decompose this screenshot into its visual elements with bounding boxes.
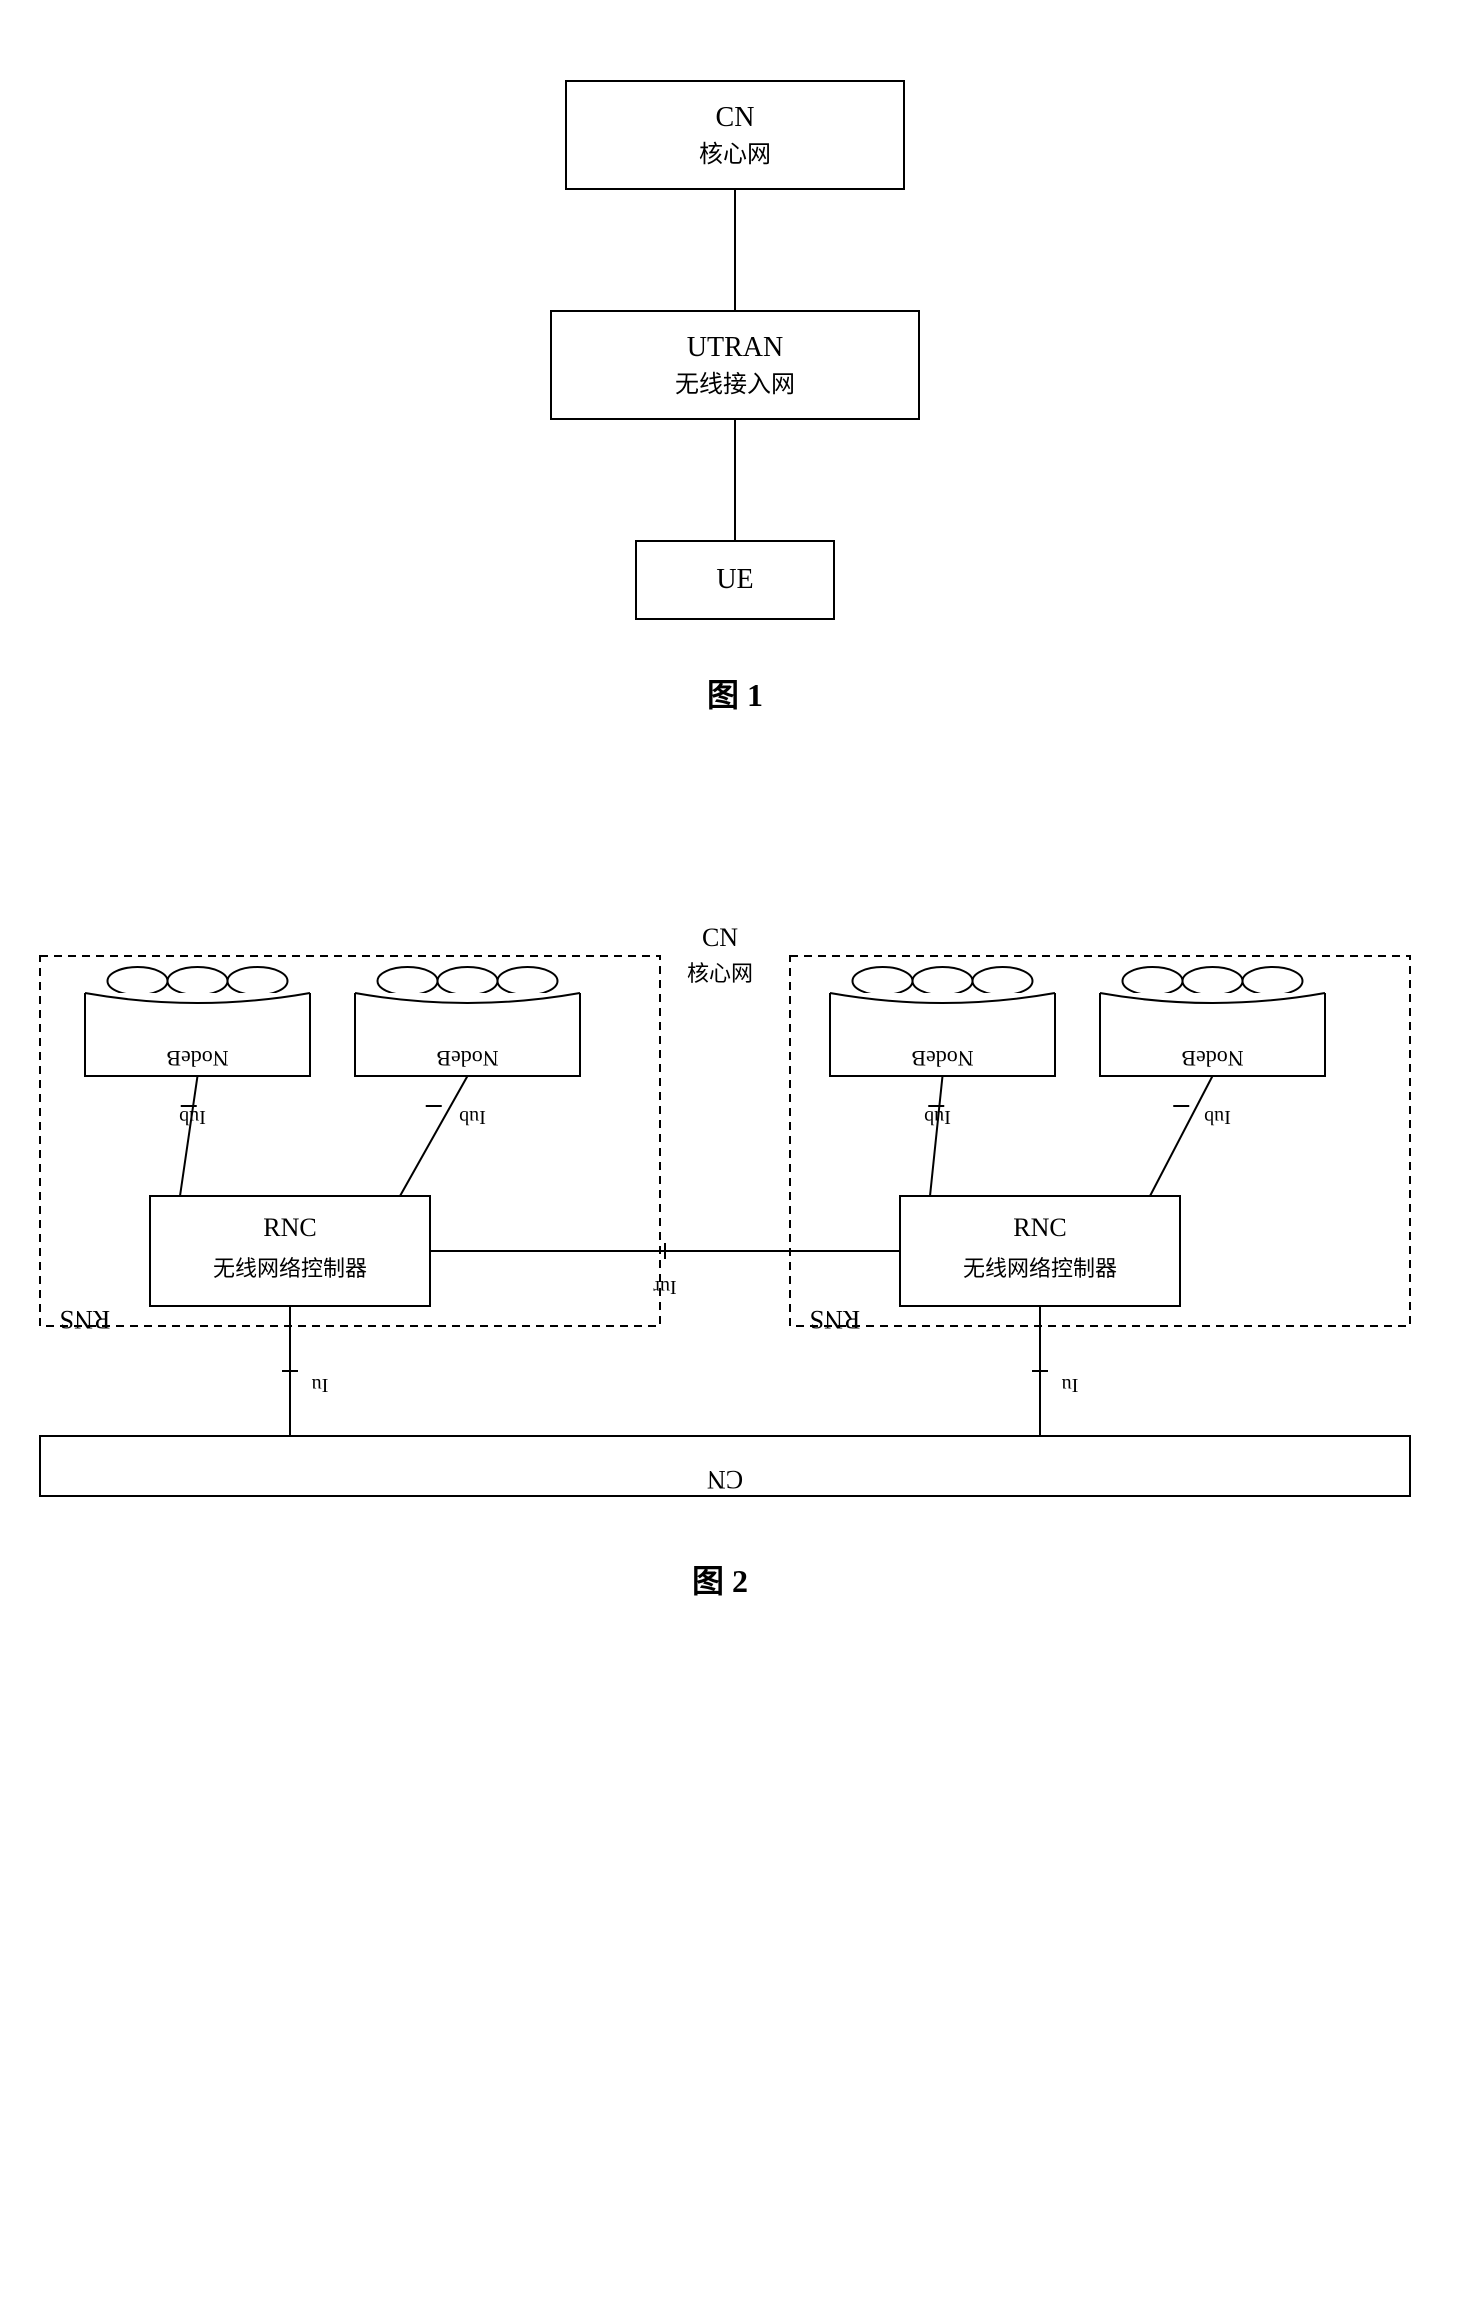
- svg-text:Iur: Iur: [653, 1276, 677, 1298]
- svg-text:Iub: Iub: [924, 1106, 951, 1128]
- utran-label-en: UTRAN: [687, 332, 783, 364]
- cn-box: CN 核心网: [565, 80, 905, 190]
- svg-text:无线网络控制器: 无线网络控制器: [963, 1256, 1117, 1281]
- ue-label: UE: [716, 564, 753, 596]
- figure-2-caption: 图 2: [20, 1556, 1420, 1602]
- svg-text:Iub: Iub: [1204, 1106, 1231, 1128]
- svg-text:NodeB: NodeB: [1181, 1046, 1243, 1071]
- svg-text:Iu: Iu: [312, 1374, 329, 1396]
- figure-1-caption: 图 1: [707, 670, 763, 716]
- svg-text:核心网: 核心网: [687, 961, 753, 986]
- svg-text:Iub: Iub: [459, 1106, 486, 1128]
- svg-text:NodeB: NodeB: [166, 1046, 228, 1071]
- cn-label-en: CN: [716, 102, 755, 134]
- svg-text:NodeB: NodeB: [436, 1046, 498, 1071]
- svg-text:RNC: RNC: [263, 1213, 316, 1242]
- svg-text:RNS: RNS: [810, 1305, 861, 1334]
- cn-label-cn: 核心网: [699, 134, 771, 169]
- svg-text:CN: CN: [702, 923, 738, 952]
- figure-2-svg: CN 核心网 RNS RNS NodeB NodeB NodeB NodeB RNC 无线网络控制…: [20, 916, 1420, 1516]
- figure-1: CN 核心网 UTRAN 无线接入网 UE 图 1: [20, 80, 1450, 716]
- svg-text:RNS: RNS: [60, 1305, 111, 1334]
- ue-box: UE: [635, 540, 835, 620]
- figure-2: CN 核心网 RNS RNS NodeB NodeB NodeB NodeB RNC 无线网络控制…: [20, 916, 1420, 1602]
- svg-text:NodeB: NodeB: [911, 1046, 973, 1071]
- svg-text:RNC: RNC: [1013, 1213, 1066, 1242]
- line-utran-ue: [734, 420, 736, 540]
- svg-text:Iub: Iub: [179, 1106, 206, 1128]
- svg-text:Iu: Iu: [1062, 1374, 1079, 1396]
- utran-box: UTRAN 无线接入网: [550, 310, 920, 420]
- svg-text:无线网络控制器: 无线网络控制器: [213, 1256, 367, 1281]
- line-cn-utran: [734, 190, 736, 310]
- svg-text:CN: CN: [707, 1465, 743, 1494]
- utran-label-cn: 无线接入网: [675, 364, 795, 399]
